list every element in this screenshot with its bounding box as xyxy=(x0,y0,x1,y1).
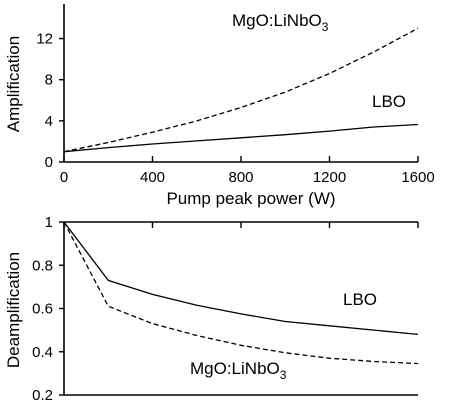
x-axis-title: Pump peak power (W) xyxy=(166,189,335,208)
series-label-name: LBO xyxy=(343,290,377,309)
y-tick-label: 8 xyxy=(45,72,53,89)
series-label: LBO xyxy=(343,290,377,309)
series-label-subscript: 3 xyxy=(280,368,287,382)
x-tick-label: 400 xyxy=(140,169,165,186)
y-tick-label: 0.6 xyxy=(32,301,53,318)
y-tick-label: 12 xyxy=(36,31,53,48)
deamplification-panel: 0.2 0.4 0.6 0.8 1 Deamplification LBO MgO:LiNbO… xyxy=(4,214,419,404)
y-tick-label: 1 xyxy=(45,214,53,231)
series-label-name: MgO:LiNbO xyxy=(232,11,322,30)
y-tick-label: 4 xyxy=(45,113,53,130)
y-tick-label: 0.8 xyxy=(32,257,53,274)
series-label-subscript: 3 xyxy=(322,20,329,34)
series-label: MgO:LiNbO3 xyxy=(232,11,329,34)
series-label-name: MgO:LiNbO xyxy=(190,359,280,378)
series-label-name: LBO xyxy=(372,92,406,111)
series-line-mgo-linbo xyxy=(63,221,419,365)
series-line-lbo xyxy=(63,221,419,336)
y-axis-title: Deamplification xyxy=(4,252,23,368)
x-tick-label: 0 xyxy=(60,169,68,186)
x-tick-label: 1200 xyxy=(313,169,346,186)
y-tick-label: 0 xyxy=(45,154,53,171)
y-tick-label: 0.4 xyxy=(32,344,53,361)
series-line-mgo-linbo xyxy=(63,27,419,153)
series-line-lbo xyxy=(63,123,419,153)
x-tick-label: 1600 xyxy=(401,169,434,186)
amplification-panel: 0 400 800 1200 1600 0 4 8 12 Pump peak power (W) A… xyxy=(4,4,435,208)
y-tick-label: 0.2 xyxy=(32,387,53,404)
y-axis-title: Amplification xyxy=(4,36,23,132)
series-label: MgO:LiNbO3 xyxy=(190,359,287,382)
series-label: LBO xyxy=(372,92,406,111)
x-tick-label: 800 xyxy=(228,169,253,186)
